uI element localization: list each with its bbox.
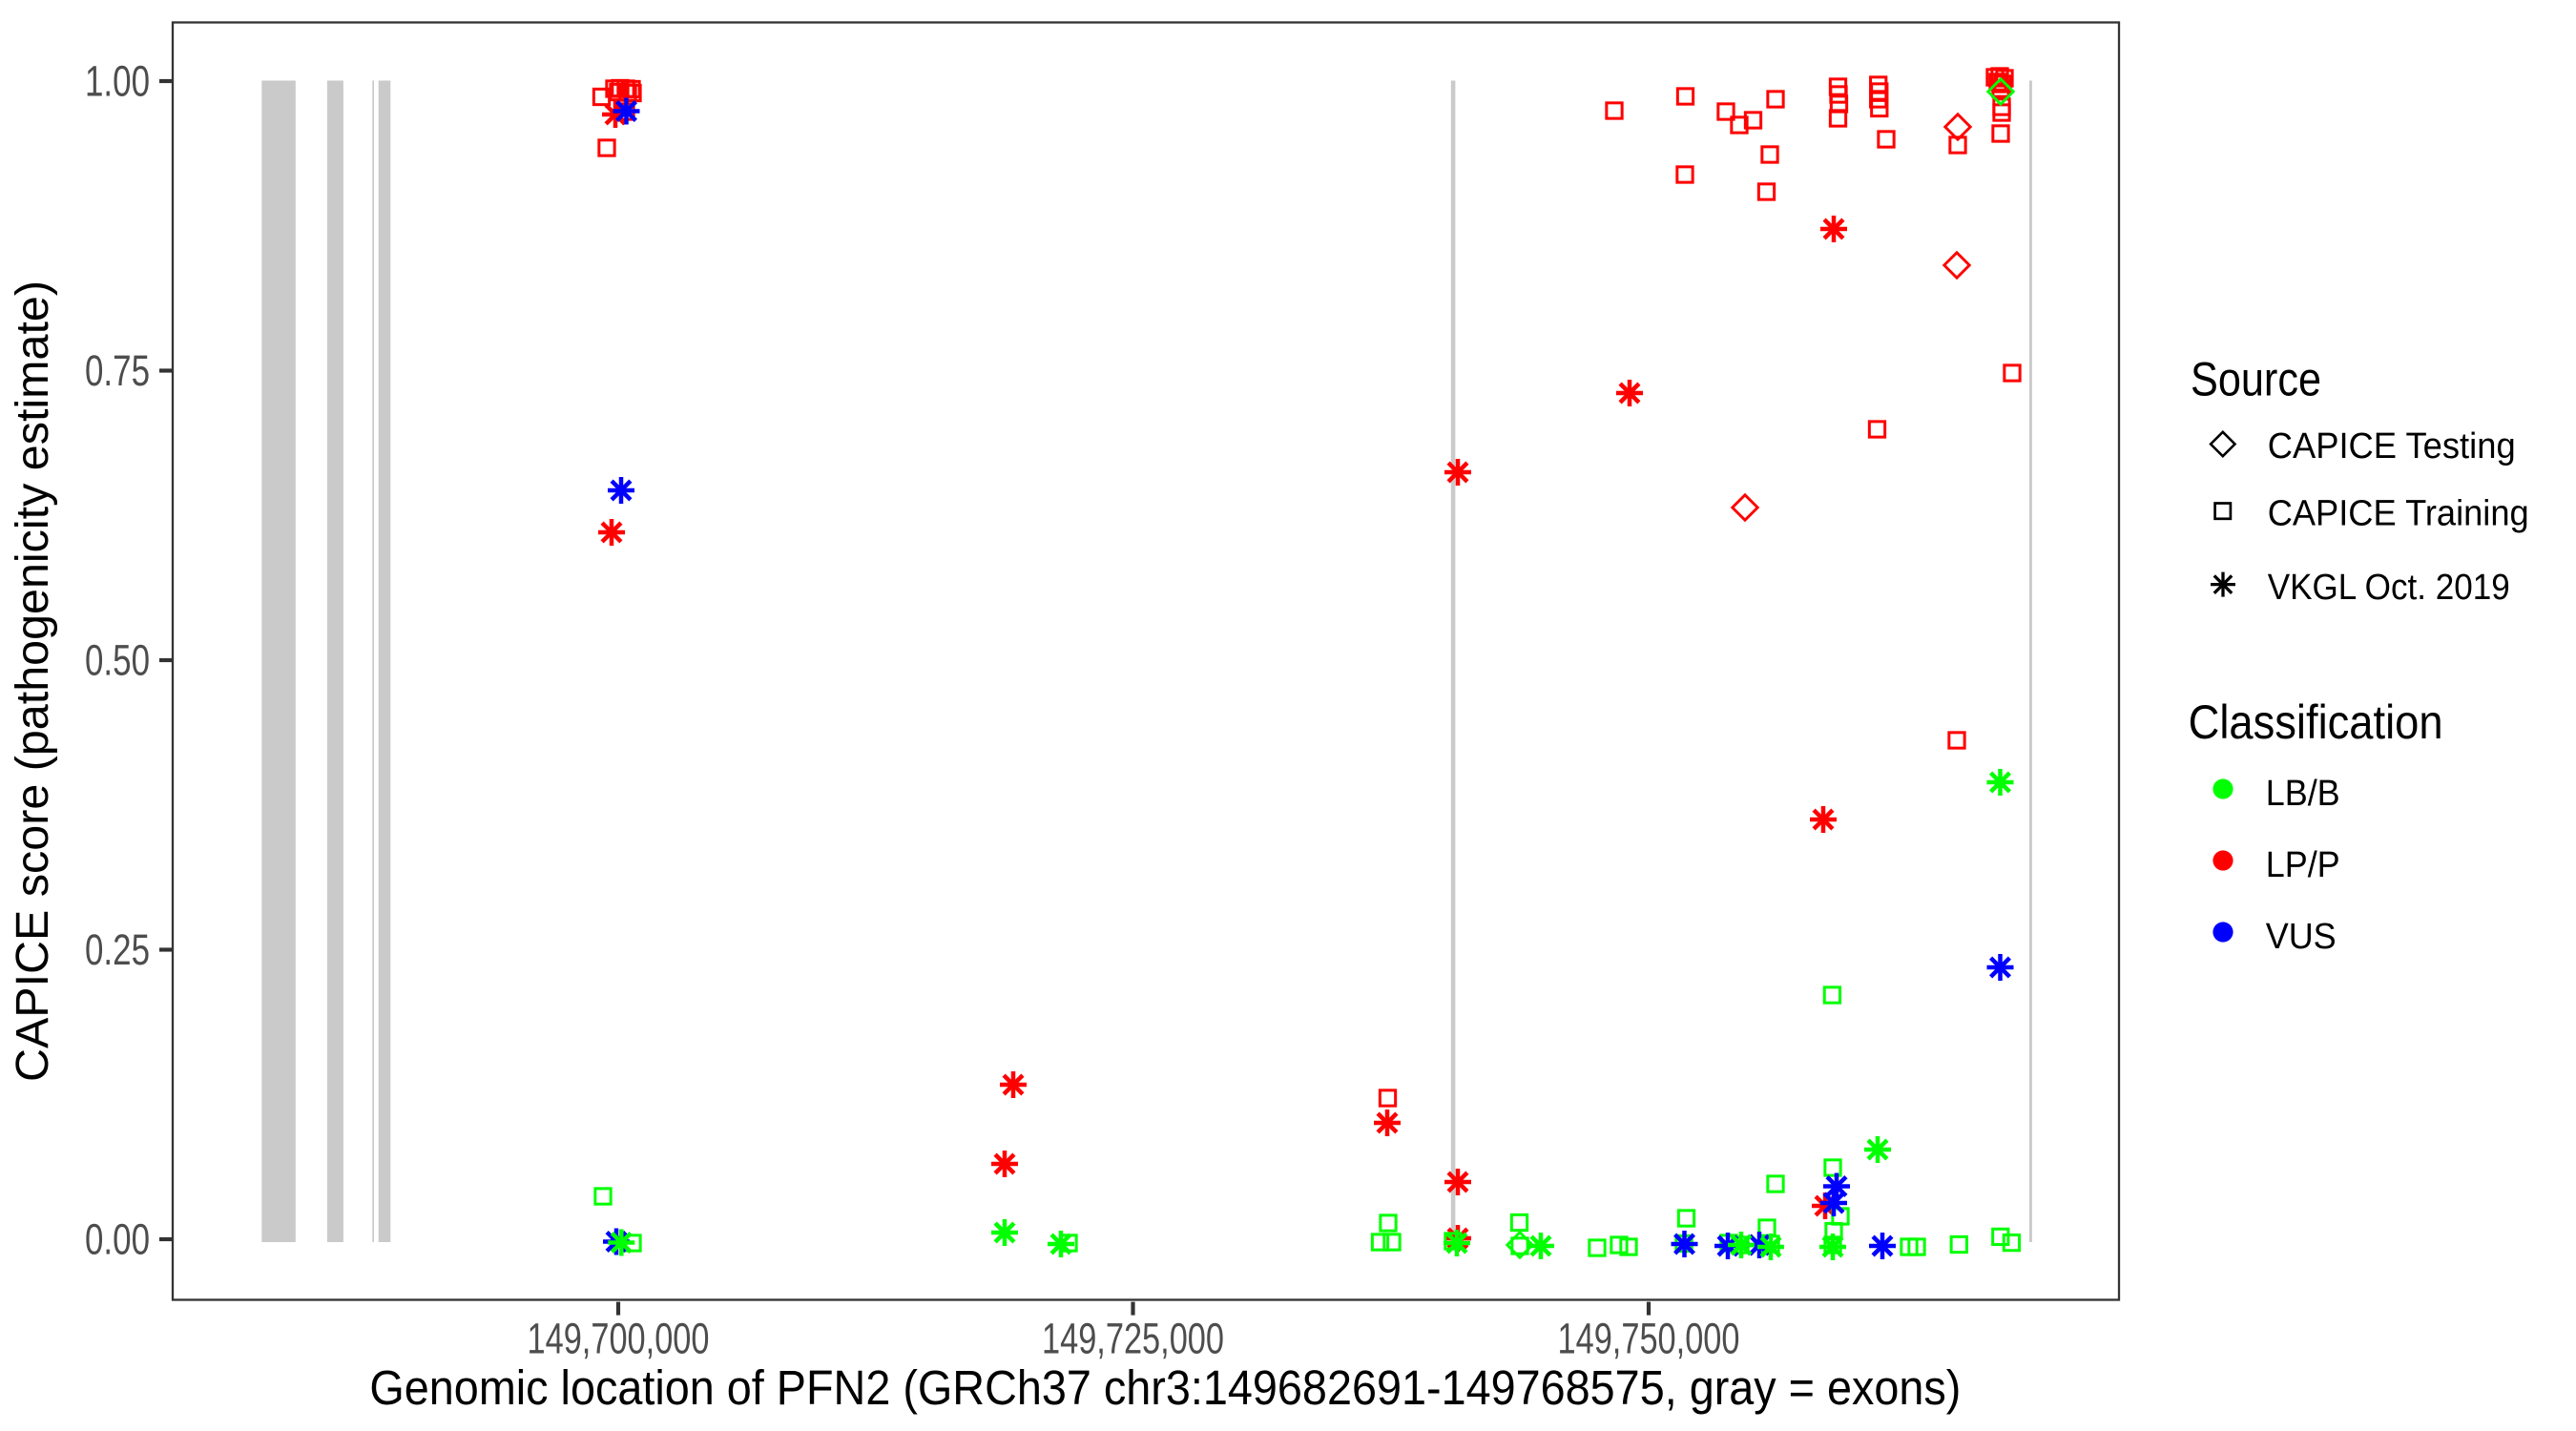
- svg-text:149,700,000: 149,700,000: [528, 1315, 710, 1363]
- svg-text:0.50: 0.50: [85, 635, 150, 684]
- svg-text:CAPICE Testing: CAPICE Testing: [2268, 426, 2516, 467]
- svg-text:149,725,000: 149,725,000: [1042, 1315, 1224, 1363]
- svg-text:CAPICE Training: CAPICE Training: [2268, 494, 2529, 534]
- svg-text:0.25: 0.25: [85, 925, 150, 974]
- svg-text:LP/P: LP/P: [2266, 845, 2340, 885]
- svg-text:LB/B: LB/B: [2266, 774, 2340, 814]
- svg-text:VUS: VUS: [2266, 917, 2337, 957]
- svg-text:VKGL Oct. 2019: VKGL Oct. 2019: [2268, 568, 2510, 608]
- svg-text:149,750,000: 149,750,000: [1558, 1315, 1740, 1363]
- svg-text:0.75: 0.75: [85, 346, 150, 395]
- svg-text:CAPICE score (pathogenicity es: CAPICE score (pathogenicity estimate): [8, 280, 58, 1082]
- svg-text:Source: Source: [2191, 352, 2321, 405]
- svg-text:Classification: Classification: [2189, 695, 2443, 749]
- svg-text:Genomic location of PFN2 (GRCh: Genomic location of PFN2 (GRCh37 chr3:14…: [369, 1360, 1961, 1415]
- svg-text:1.00: 1.00: [85, 56, 150, 105]
- svg-text:0.00: 0.00: [85, 1214, 150, 1263]
